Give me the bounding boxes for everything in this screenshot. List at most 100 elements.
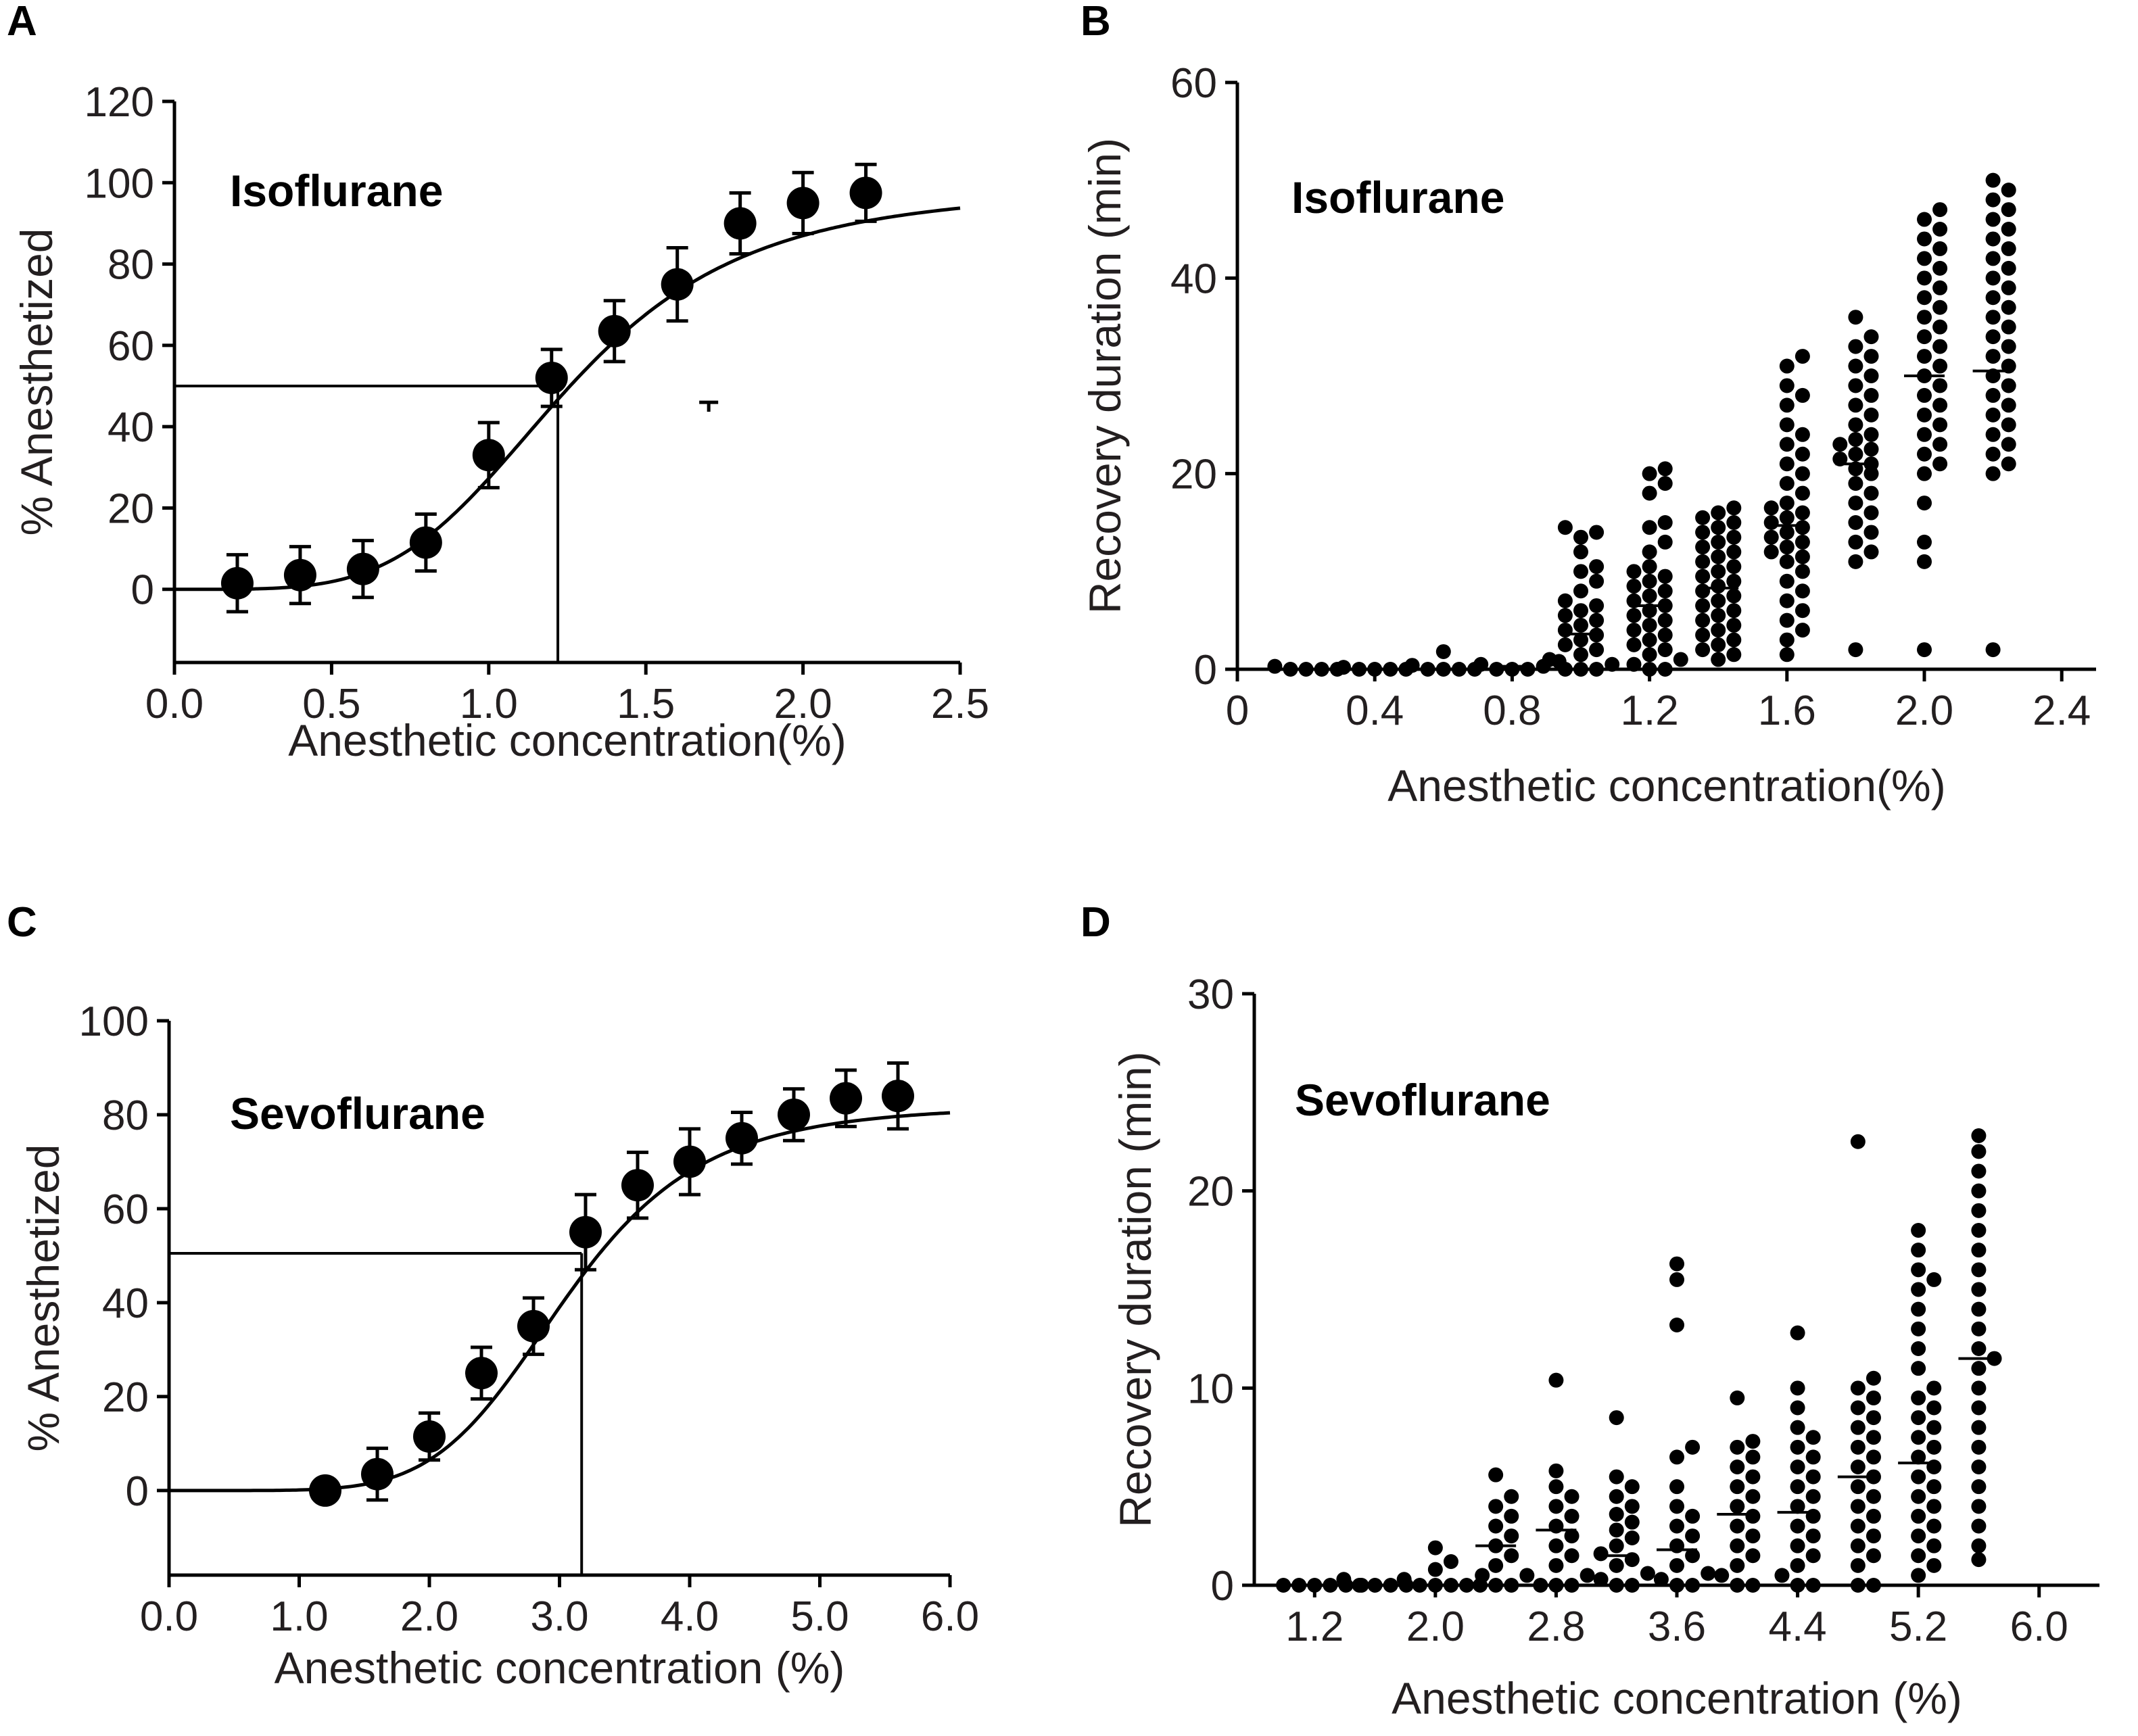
dot	[1642, 662, 1657, 677]
data-point	[220, 566, 254, 600]
dot	[1805, 1578, 1821, 1593]
dot	[1790, 1460, 1805, 1474]
dot	[1932, 437, 1948, 452]
x-tick-label: 2.0	[1406, 1604, 1465, 1650]
dot	[1917, 496, 1932, 511]
dot	[1336, 1572, 1352, 1587]
y-tick-label: 100	[79, 998, 149, 1045]
dot	[1805, 1548, 1821, 1564]
dot	[1573, 564, 1588, 579]
dot	[1763, 529, 1779, 545]
dot	[1850, 1538, 1866, 1553]
data-point	[786, 187, 819, 220]
dot	[1848, 446, 1863, 462]
dot	[1971, 1203, 1987, 1218]
dot	[1726, 603, 1742, 619]
dot	[1850, 1479, 1866, 1495]
dot	[1726, 515, 1742, 530]
x-tick-label: 1.2	[1620, 688, 1678, 734]
dot	[1730, 1439, 1745, 1455]
dot	[1624, 1479, 1640, 1495]
x-tick-label: 3.6	[1648, 1604, 1706, 1650]
dot	[1866, 1449, 1881, 1465]
dot	[1971, 1552, 1987, 1568]
dot	[1911, 1449, 1926, 1465]
dot	[2001, 397, 2016, 413]
dot	[2001, 319, 2016, 335]
y-tick-label: 80	[102, 1092, 149, 1139]
dot	[1850, 1420, 1866, 1435]
dot	[1548, 1499, 1564, 1514]
dot	[1626, 579, 1642, 594]
dot	[1711, 520, 1726, 535]
dot	[1917, 407, 1932, 423]
dot	[1774, 1568, 1790, 1583]
dot	[1711, 637, 1726, 652]
y-tick-label: 20	[1187, 1169, 1234, 1215]
x-tick-label: 6.0	[2010, 1604, 2068, 1650]
dot	[1848, 476, 1863, 491]
dot	[1624, 1530, 1640, 1545]
data-point	[413, 1420, 446, 1453]
y-axis-title: Recovery duration (min)	[1080, 138, 1130, 614]
dot	[1866, 1370, 1881, 1386]
dot	[1911, 1489, 1926, 1504]
dot	[1573, 617, 1588, 633]
x-axis-title: Anesthetic concentration (%)	[275, 1643, 845, 1693]
dot	[1669, 1256, 1684, 1272]
dot	[1404, 658, 1420, 673]
dot	[1985, 642, 2001, 658]
dot	[1971, 1361, 1987, 1376]
dot	[1932, 202, 1948, 218]
panel-c-chart: 0 20 40 60 80 100 0.0 1.0 2.0 3.0 4.0 5.0 6.0 Anesthe…	[18, 998, 979, 1693]
panel-a-chart: 0 20 40 60 80 100 120 0.0 0.5 1.0 1.5 2.0 2.5 Anesthe…	[11, 79, 989, 765]
dot	[1695, 539, 1711, 555]
dot	[1669, 1558, 1684, 1573]
dot	[1488, 1518, 1504, 1534]
x-axis-title: Anesthetic concentration (%)	[1392, 1673, 1962, 1723]
dot	[1790, 1325, 1805, 1341]
data-point	[830, 1082, 862, 1115]
dot	[1642, 466, 1657, 481]
dot	[1695, 583, 1711, 599]
dot	[1848, 554, 1863, 569]
dot	[1971, 1223, 1987, 1238]
dot	[1701, 1566, 1716, 1581]
dot	[1488, 1467, 1504, 1482]
data-point	[517, 1309, 550, 1343]
dot	[1642, 544, 1657, 560]
dot	[1642, 520, 1657, 535]
dot	[1779, 437, 1795, 452]
dot	[1779, 573, 1795, 589]
dot	[1624, 1499, 1640, 1514]
sigmoid-fit-curve	[174, 206, 961, 592]
dot	[1626, 608, 1642, 623]
dot	[1911, 1361, 1926, 1376]
dot	[1533, 1578, 1548, 1593]
dot	[1985, 310, 2001, 325]
dot	[1850, 1400, 1866, 1416]
dot	[1669, 1449, 1684, 1465]
dot	[1863, 329, 1879, 345]
dot	[1926, 1272, 1942, 1287]
dot	[1911, 1223, 1926, 1238]
dot	[1985, 466, 2001, 481]
dot	[1795, 520, 1810, 535]
dot	[1985, 172, 2001, 188]
dot	[1573, 583, 1588, 599]
dot	[1971, 1262, 1987, 1278]
dot	[1917, 446, 1932, 462]
dot	[1779, 539, 1795, 555]
dot	[1435, 644, 1451, 659]
dot	[1589, 573, 1605, 589]
dot	[1863, 368, 1879, 383]
dot	[1653, 1572, 1669, 1587]
dot	[1926, 1538, 1942, 1553]
dot	[1695, 525, 1711, 540]
dot	[1459, 1578, 1475, 1593]
dot	[1911, 1430, 1926, 1445]
data-point	[726, 1122, 758, 1155]
x-tick-label: 1.2	[1285, 1604, 1344, 1650]
data-point	[465, 1357, 498, 1390]
dot	[1745, 1548, 1761, 1564]
